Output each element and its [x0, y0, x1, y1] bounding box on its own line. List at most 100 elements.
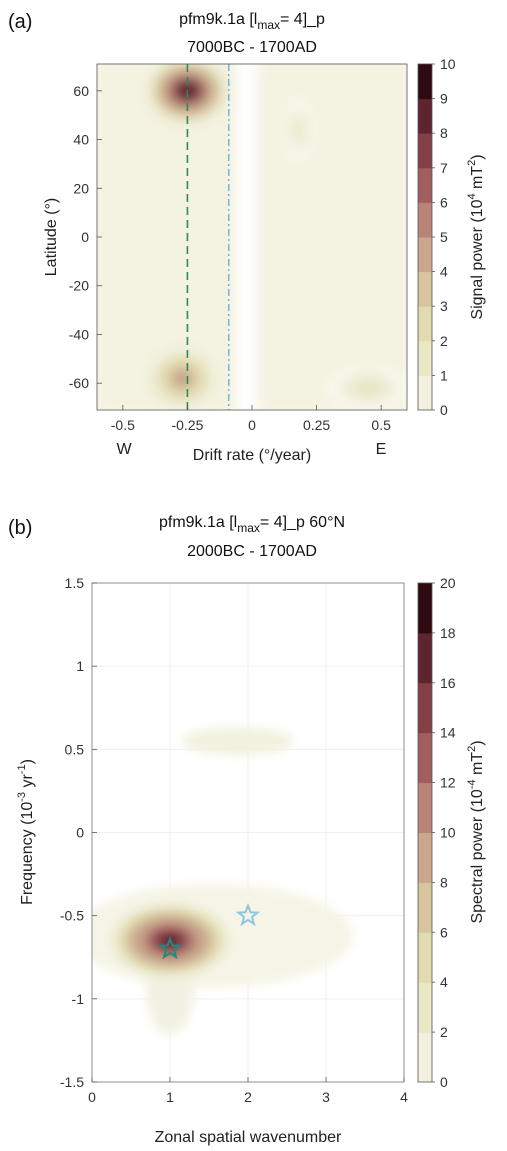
panel-b-colorbar-tick-label: 12	[440, 775, 456, 791]
panel-b-ylabel-sup2: -1	[16, 764, 28, 774]
panel-b-cbar-label-sup2: 2	[466, 746, 478, 752]
panel-b-xtick-label: 4	[400, 1089, 408, 1105]
panel-b-ylabel-sup1: -3	[16, 792, 28, 802]
panel-b-colorbar-tick-label: 10	[440, 825, 456, 841]
panel-b-colorbar-tick-label: 4	[440, 974, 448, 990]
panel-a-colorbar-tick-label: 5	[440, 229, 448, 245]
panel-a-xtick-label: 0	[248, 417, 256, 433]
panel-b-colorbar-tick-label: 2	[440, 1024, 448, 1040]
panel-a-title-prefix: pfm9k.1a [l	[179, 11, 257, 28]
panel-a-ytick-label: 0	[81, 229, 89, 245]
panel-a-xtick-label: 0.5	[371, 417, 391, 433]
panel-a-colorbar-tick-label: 6	[440, 194, 448, 210]
panel-a-peak-south	[177, 374, 187, 383]
panel-a-ytick-label: 20	[73, 180, 89, 196]
panel-b-cbar-label-end: )	[469, 740, 486, 745]
panel-a-colorbar-tick-label: 4	[440, 264, 448, 280]
panel-b-ylabel-end: )	[19, 759, 36, 764]
panel-a-cbar-label-sup2: 2	[466, 160, 478, 166]
panel-b-cbar-label-main: Spectral power (10	[469, 789, 486, 923]
panel-b-colorbar-band	[418, 782, 432, 833]
panel-b-colorbar-band	[418, 1032, 432, 1083]
panel-b-subtitle: 2000BC - 1700AD	[187, 543, 317, 560]
panel-b-colorbar-band	[418, 682, 432, 734]
panel-a-colorbar-ticks: 0 1 2 3 4 5 6 7 8 9 10	[432, 56, 456, 418]
panel-b-colorbar-tick-label: 8	[440, 874, 448, 890]
panel-a-colorbar-bands	[418, 64, 432, 411]
panel-a-west-label: W	[116, 441, 132, 458]
panel-b-ylabel-main: Frequency (10	[19, 802, 36, 905]
panel-a-colorbar-band	[418, 340, 432, 376]
panel-a-colorbar-tick-label: 8	[440, 125, 448, 141]
panel-b-ticks: 0 1 2 3 4 1.5 1 0.5 0 -0.5 -1 -1.5	[60, 575, 408, 1105]
panel-a-colorbar-tick-label: 9	[440, 91, 448, 107]
panel-a-cbar-label-main: Signal power (10	[469, 199, 486, 319]
panel-a-ticks: -0.5 -0.25 0 0.25 0.5 60 40 20 0 -20 -40 -60	[69, 83, 391, 433]
panel-a-colorbar-tick-label: 1	[440, 367, 448, 383]
panel-b-ytick-label: -0.5	[60, 908, 84, 924]
panel-a-east-label: E	[376, 441, 387, 458]
panel-b-ytick-label: 1	[76, 658, 84, 674]
panel-a-cbar-label-mid: mT	[469, 166, 486, 194]
panel-a-heatmap	[96, 63, 408, 411]
panel-a-subtitle: 7000BC - 1700AD	[187, 39, 317, 56]
panel-b-ytick-label: 1.5	[65, 575, 85, 591]
panel-b-colorbar-band	[418, 832, 432, 883]
panel-b-ylabel: Frequency (10-3 yr-1)	[16, 759, 36, 905]
panel-b-cbar-label-sup1: -4	[466, 779, 478, 789]
panel-b-colorbar-band	[418, 632, 432, 684]
panel-b-colorbar-label: Spectral power (10-4 mT2)	[466, 740, 486, 923]
panel-b-ytick-label: 0	[76, 825, 84, 841]
panel-b-colorbar-tick-label: 20	[440, 575, 456, 591]
panel-a-null-band	[236, 64, 258, 410]
panel-b-colorbar: 0 2 4 6 8 10 12 14 16 18 20 Spectral power (10-4 m…	[417, 575, 486, 1090]
panel-a-title-suffix: = 4]_p	[280, 11, 325, 28]
panel-b-xtick-label: 2	[244, 1089, 252, 1105]
panel-a-xlabel: Drift rate (°/year)	[193, 447, 311, 464]
panel-a-peak-east-mid	[296, 126, 301, 134]
panel-a-colorbar-label: Signal power (104 mT2)	[466, 154, 486, 319]
panel-b-xtick-label: 3	[322, 1089, 330, 1105]
panel-a-ytick-label: 60	[73, 83, 89, 99]
panel-a-ylabel: Latitude (°)	[43, 198, 60, 276]
panel-a-colorbar-band	[418, 306, 432, 342]
panel-b-label: (b)	[8, 517, 32, 539]
panel-b-colorbar-band	[418, 583, 432, 634]
panel-b-colorbar-band	[418, 882, 432, 933]
panel-a-colorbar-tick-label: 2	[440, 333, 448, 349]
panel-a-colorbar-band	[418, 133, 432, 169]
panel-b-colorbar-band	[418, 982, 432, 1033]
panel-a-ytick-label: -60	[69, 375, 89, 391]
panel-b-star-marker-green	[157, 936, 183, 960]
panel-a-peak-east-south	[363, 385, 374, 391]
panel-a-label: (a)	[8, 11, 32, 33]
panel-b-title-prefix: pfm9k.1a [l	[159, 514, 237, 531]
panel-a-signal-field	[97, 64, 407, 410]
panel-b-colorbar-ticks: 0 2 4 6 8 10 12 14 16 18 20	[432, 575, 456, 1090]
panel-a-colorbar-tick-label: 10	[440, 56, 456, 72]
panel-a-cbar-label-sup1: 4	[466, 193, 478, 199]
panel-a-colorbar-tick-label: 3	[440, 298, 448, 314]
panel-b-markers	[157, 902, 261, 960]
panel-b-colorbar-tick-label: 16	[440, 675, 456, 691]
panel-b-colorbar-tick-label: 0	[440, 1074, 448, 1090]
panel-b-title: pfm9k.1a [lmax= 4]_p 60°N	[159, 514, 345, 535]
panel-a-ytick-label: -20	[69, 278, 89, 294]
panel-b-ytick-label: -1	[72, 991, 85, 1007]
panel-a-colorbar-tick-label: 0	[440, 402, 448, 418]
panel-b-ytick-label: -1.5	[60, 1074, 84, 1090]
panel-a-colorbar-band	[418, 375, 432, 411]
panel-a-colorbar-band	[418, 237, 432, 273]
panel-b-cbar-label-mid: mT	[469, 752, 486, 780]
panel-b-ylabel-mid: yr	[19, 774, 36, 792]
panel-b: (b) pfm9k.1a [lmax= 4]_p 60°N 2000BC - 1…	[8, 514, 486, 1146]
panel-a-xtick-label: 0.25	[303, 417, 330, 433]
panel-a-xtick-label: -0.25	[171, 417, 203, 433]
panel-b-colorbar-band	[418, 932, 432, 983]
panel-b-star-marker-blue	[235, 902, 261, 927]
panel-a-xtick-label: -0.5	[111, 417, 135, 433]
panel-b-xtick-label: 0	[88, 1089, 96, 1105]
panel-a-title: pfm9k.1a [lmax= 4]_p	[179, 11, 325, 32]
panel-b-ytick-label: 0.5	[65, 741, 85, 757]
